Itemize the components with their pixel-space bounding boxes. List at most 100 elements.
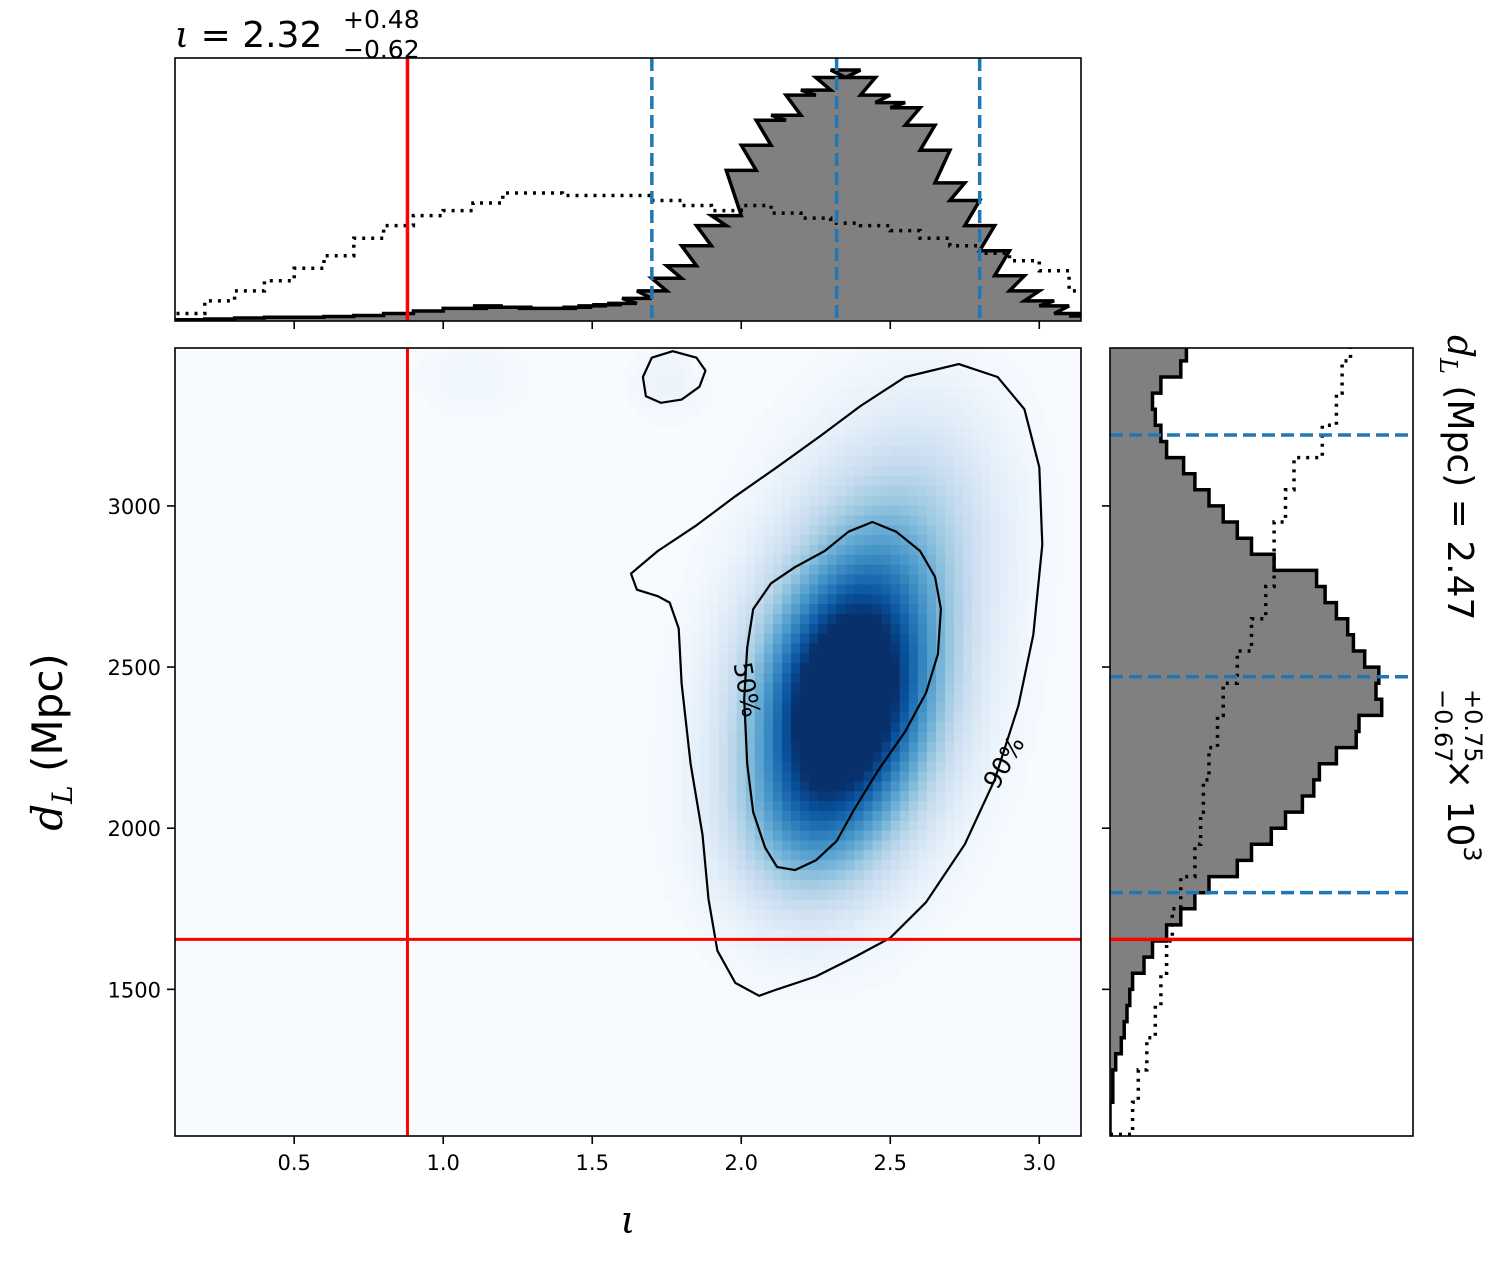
heatmap-cell bbox=[872, 801, 883, 812]
heatmap-cell bbox=[908, 633, 919, 645]
heatmap-cell bbox=[963, 643, 973, 654]
heatmap-cell bbox=[763, 495, 774, 507]
heatmap-cell bbox=[845, 761, 856, 773]
heatmap-cell bbox=[700, 830, 711, 842]
heatmap-cell bbox=[782, 584, 792, 595]
heatmap-cell bbox=[963, 732, 973, 743]
heatmap-cell bbox=[727, 751, 738, 763]
heatmap-cell bbox=[763, 830, 774, 842]
heatmap-cell bbox=[954, 594, 964, 605]
heatmap-cell bbox=[954, 643, 964, 654]
heatmap-cell bbox=[1017, 594, 1028, 605]
heatmap-cell bbox=[800, 732, 810, 743]
heatmap-cell bbox=[519, 377, 529, 388]
heatmap-cell bbox=[827, 623, 837, 635]
heatmap-cell bbox=[446, 377, 457, 388]
heatmap-cell bbox=[972, 604, 982, 615]
heatmap-cell bbox=[510, 387, 520, 398]
heatmap-cell bbox=[827, 594, 837, 605]
heatmap-cell bbox=[664, 692, 674, 704]
heatmap-cell bbox=[1035, 673, 1046, 684]
heatmap-cell bbox=[908, 357, 919, 369]
heatmap-cell bbox=[972, 692, 982, 704]
heatmap-cell bbox=[709, 722, 720, 733]
heatmap-cell bbox=[664, 653, 674, 664]
heatmap-cell bbox=[410, 377, 421, 388]
heatmap-cell bbox=[763, 416, 774, 428]
heatmap-cell bbox=[1008, 663, 1019, 674]
heatmap-cell bbox=[990, 584, 1001, 595]
heatmap-cell bbox=[455, 387, 466, 398]
heatmap-cell bbox=[954, 545, 964, 556]
heatmap-cell bbox=[827, 545, 837, 556]
heatmap-cell bbox=[709, 673, 720, 684]
heatmap-cell bbox=[972, 436, 982, 448]
heatmap-cell bbox=[836, 889, 847, 901]
heatmap-cell bbox=[936, 426, 946, 438]
heatmap-cell bbox=[809, 357, 819, 369]
heatmap-cell bbox=[1008, 397, 1019, 408]
heatmap-cell bbox=[772, 416, 783, 428]
heatmap-cell bbox=[899, 712, 910, 723]
heatmap-cell bbox=[754, 850, 765, 861]
heatmap-cell bbox=[863, 899, 874, 911]
heatmap-cell bbox=[818, 870, 828, 881]
heatmap-cell bbox=[745, 535, 756, 546]
heatmap-cell bbox=[827, 751, 837, 763]
heatmap-cell bbox=[890, 692, 901, 704]
heatmap-cell bbox=[800, 416, 810, 428]
heatmap-cell bbox=[836, 929, 847, 940]
heatmap-cell bbox=[1017, 653, 1028, 664]
heatmap-cell bbox=[727, 673, 738, 684]
heatmap-cell bbox=[981, 357, 991, 369]
heatmap-cell bbox=[754, 988, 765, 999]
heatmap-cell bbox=[1017, 564, 1028, 576]
heatmap-cell bbox=[963, 604, 973, 615]
heatmap-cell bbox=[700, 377, 711, 388]
heatmap-cell bbox=[881, 958, 892, 970]
heatmap-cell bbox=[945, 712, 955, 723]
right-title-value: 2.47 bbox=[1439, 540, 1480, 620]
svg-text:× 103: × 103 bbox=[1439, 759, 1486, 862]
heatmap-cell bbox=[709, 682, 720, 694]
heatmap-cell bbox=[772, 771, 783, 782]
heatmap-cell bbox=[782, 860, 792, 871]
heatmap-cell bbox=[926, 712, 937, 723]
heatmap-cell bbox=[727, 899, 738, 911]
heatmap-cell bbox=[727, 840, 738, 851]
heatmap-cell bbox=[845, 840, 856, 851]
heatmap-cell bbox=[718, 850, 729, 861]
heatmap-cell bbox=[736, 732, 747, 743]
heatmap-cell bbox=[936, 574, 946, 585]
heatmap-cell bbox=[863, 367, 874, 379]
heatmap-cell bbox=[1044, 515, 1055, 526]
heatmap-cell bbox=[926, 751, 937, 763]
heatmap-cell bbox=[655, 348, 665, 359]
heatmap-cell bbox=[972, 456, 982, 467]
heatmap-cell bbox=[754, 643, 765, 654]
heatmap-cell bbox=[890, 426, 901, 438]
heatmap-cell bbox=[501, 357, 511, 369]
heatmap-cell bbox=[926, 407, 937, 418]
heatmap-cell bbox=[981, 476, 991, 487]
heatmap-cell bbox=[863, 653, 874, 664]
heatmap-cell bbox=[1008, 732, 1019, 743]
heatmap-cell bbox=[419, 348, 430, 359]
heatmap-cell bbox=[845, 742, 856, 753]
heatmap-cell bbox=[772, 840, 783, 851]
heatmap-cell bbox=[981, 564, 991, 576]
heatmap-cell bbox=[881, 879, 892, 891]
heatmap-cell bbox=[727, 791, 738, 802]
heatmap-cell bbox=[963, 801, 973, 812]
heatmap-cell bbox=[727, 929, 738, 940]
heatmap-cell bbox=[1008, 505, 1019, 517]
heatmap-cell bbox=[763, 545, 774, 556]
heatmap-cell bbox=[782, 495, 792, 507]
heatmap-cell bbox=[763, 466, 774, 477]
heatmap-cell bbox=[945, 761, 955, 773]
heatmap-cell bbox=[854, 889, 865, 901]
heatmap-cell bbox=[1026, 416, 1037, 428]
heatmap-cell bbox=[1017, 791, 1028, 802]
heatmap-cell bbox=[700, 820, 711, 832]
heatmap-cell bbox=[673, 594, 683, 605]
